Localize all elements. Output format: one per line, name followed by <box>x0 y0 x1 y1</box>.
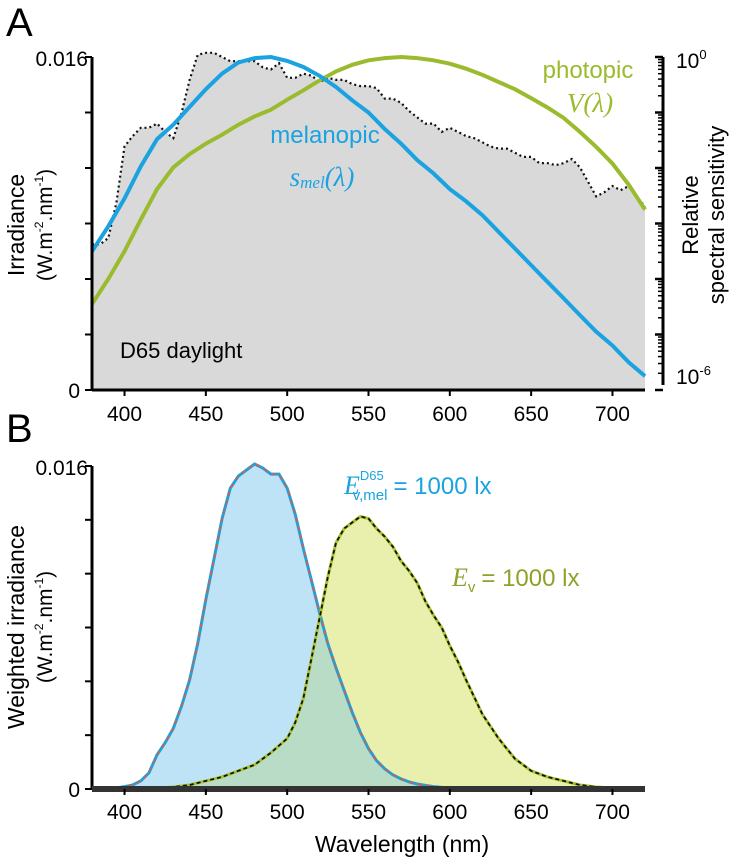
panel-b-ytick-bottom: 0 <box>68 779 80 802</box>
panel-a-ticks <box>85 55 665 396</box>
d65-spectrum-line <box>92 51 646 246</box>
panel-a-xtick-label: 450 <box>188 403 223 426</box>
panel-b-xtick-label: 600 <box>432 801 467 824</box>
panel-b-xtick-label: 450 <box>188 801 223 824</box>
panel-b-ylabel-units: (W.m-2.nm-1) <box>32 571 57 683</box>
panel-b: B 0.016 0 Weighted irradiance (W.m-2.nm-… <box>3 407 646 857</box>
panel-b-xtick-labels: 400 450 500 550 600 650 700 <box>107 801 630 824</box>
melanopic-symbol: smel(λ) <box>290 162 355 192</box>
photopic-label: photopic <box>543 57 634 84</box>
d65-annotation: D65 daylight <box>120 338 242 363</box>
panel-a-xtick-label: 650 <box>514 403 549 426</box>
panel-a-units-mid: .nm <box>34 187 57 222</box>
melanopic-label: melanopic <box>270 122 379 149</box>
panel-b-xtick-label: 500 <box>270 801 305 824</box>
panel-a-y2label-line1: Relative <box>678 175 703 254</box>
photopic-weighted-fill <box>92 516 645 789</box>
panel-a-xtick-label: 400 <box>107 403 142 426</box>
d65-fill-area <box>92 52 645 391</box>
panel-a-xtick-label: 700 <box>595 403 630 426</box>
panel-a-units-exp1: -2 <box>32 221 46 232</box>
melanopic-edi-annotation: ED65 v,mel = 1000 lx <box>343 468 492 504</box>
panel-a-ylabel-units: (W.m-2.nm-1) <box>32 169 57 281</box>
photopic-symbol: V(λ) <box>567 88 613 118</box>
panel-b-xtick-label: 650 <box>514 801 549 824</box>
panel-b-xtick-label: 400 <box>107 801 142 824</box>
photopic-ev-annotation: Ev = 1000 lx <box>451 563 579 596</box>
panel-a-units-base: (W.m <box>34 232 57 281</box>
panel-a-xtick-label: 550 <box>351 403 386 426</box>
panel-b-xtick-label: 700 <box>595 801 630 824</box>
panel-b-label: B <box>6 407 33 451</box>
panel-a-xtick-label: 500 <box>270 403 305 426</box>
panel-a-ytick-bottom: 0 <box>68 380 80 403</box>
panel-a-ylabel-text: Irradiance <box>3 174 29 276</box>
photopic-curve <box>90 54 647 306</box>
panel-b-plot-area <box>91 462 646 791</box>
panel-b-ylabel-text: Weighted irradiance <box>3 525 29 729</box>
panel-a-xtick-label: 600 <box>432 403 467 426</box>
panel-a-y2label: Relative spectral sensitivity <box>678 126 729 305</box>
panel-b-ylabel: Weighted irradiance <box>3 525 29 729</box>
panel-a-label: A <box>6 1 33 45</box>
panel-a-units-end: ) <box>34 169 57 176</box>
panel-a-y2label-line2: spectral sensitivity <box>704 126 729 305</box>
panel-b-xtick-label: 550 <box>351 801 386 824</box>
svg-text:(W.m-2.nm-1): (W.m-2.nm-1) <box>32 169 57 281</box>
melanopic-curve <box>90 54 647 378</box>
panel-b-ticks <box>85 465 645 795</box>
panel-a-plot-area <box>90 51 647 391</box>
panel-a-ytick-top: 0.016 <box>35 48 88 71</box>
panel-a-ylabel: Irradiance <box>3 174 29 276</box>
panel-a-units-exp2: -1 <box>32 176 46 187</box>
melanopic-weighted-fill <box>92 464 645 789</box>
panel-a-y2tick-bottom: 10-6 <box>676 363 711 389</box>
panel-a-y2tick-top: 100 <box>676 47 707 73</box>
panel-a: A 0.016 0 Irradiance (W.m-2.nm-1) Relati… <box>3 1 729 426</box>
svg-text:(W.m-2.nm-1): (W.m-2.nm-1) <box>32 571 57 683</box>
panel-b-xlabel: Wavelength (nm) <box>315 831 489 857</box>
panel-b-ytick-top: 0.016 <box>35 457 88 480</box>
panel-a-xtick-labels: 400 450 500 550 600 650 700 <box>107 403 630 426</box>
photopic-weighted-dash <box>92 515 646 790</box>
